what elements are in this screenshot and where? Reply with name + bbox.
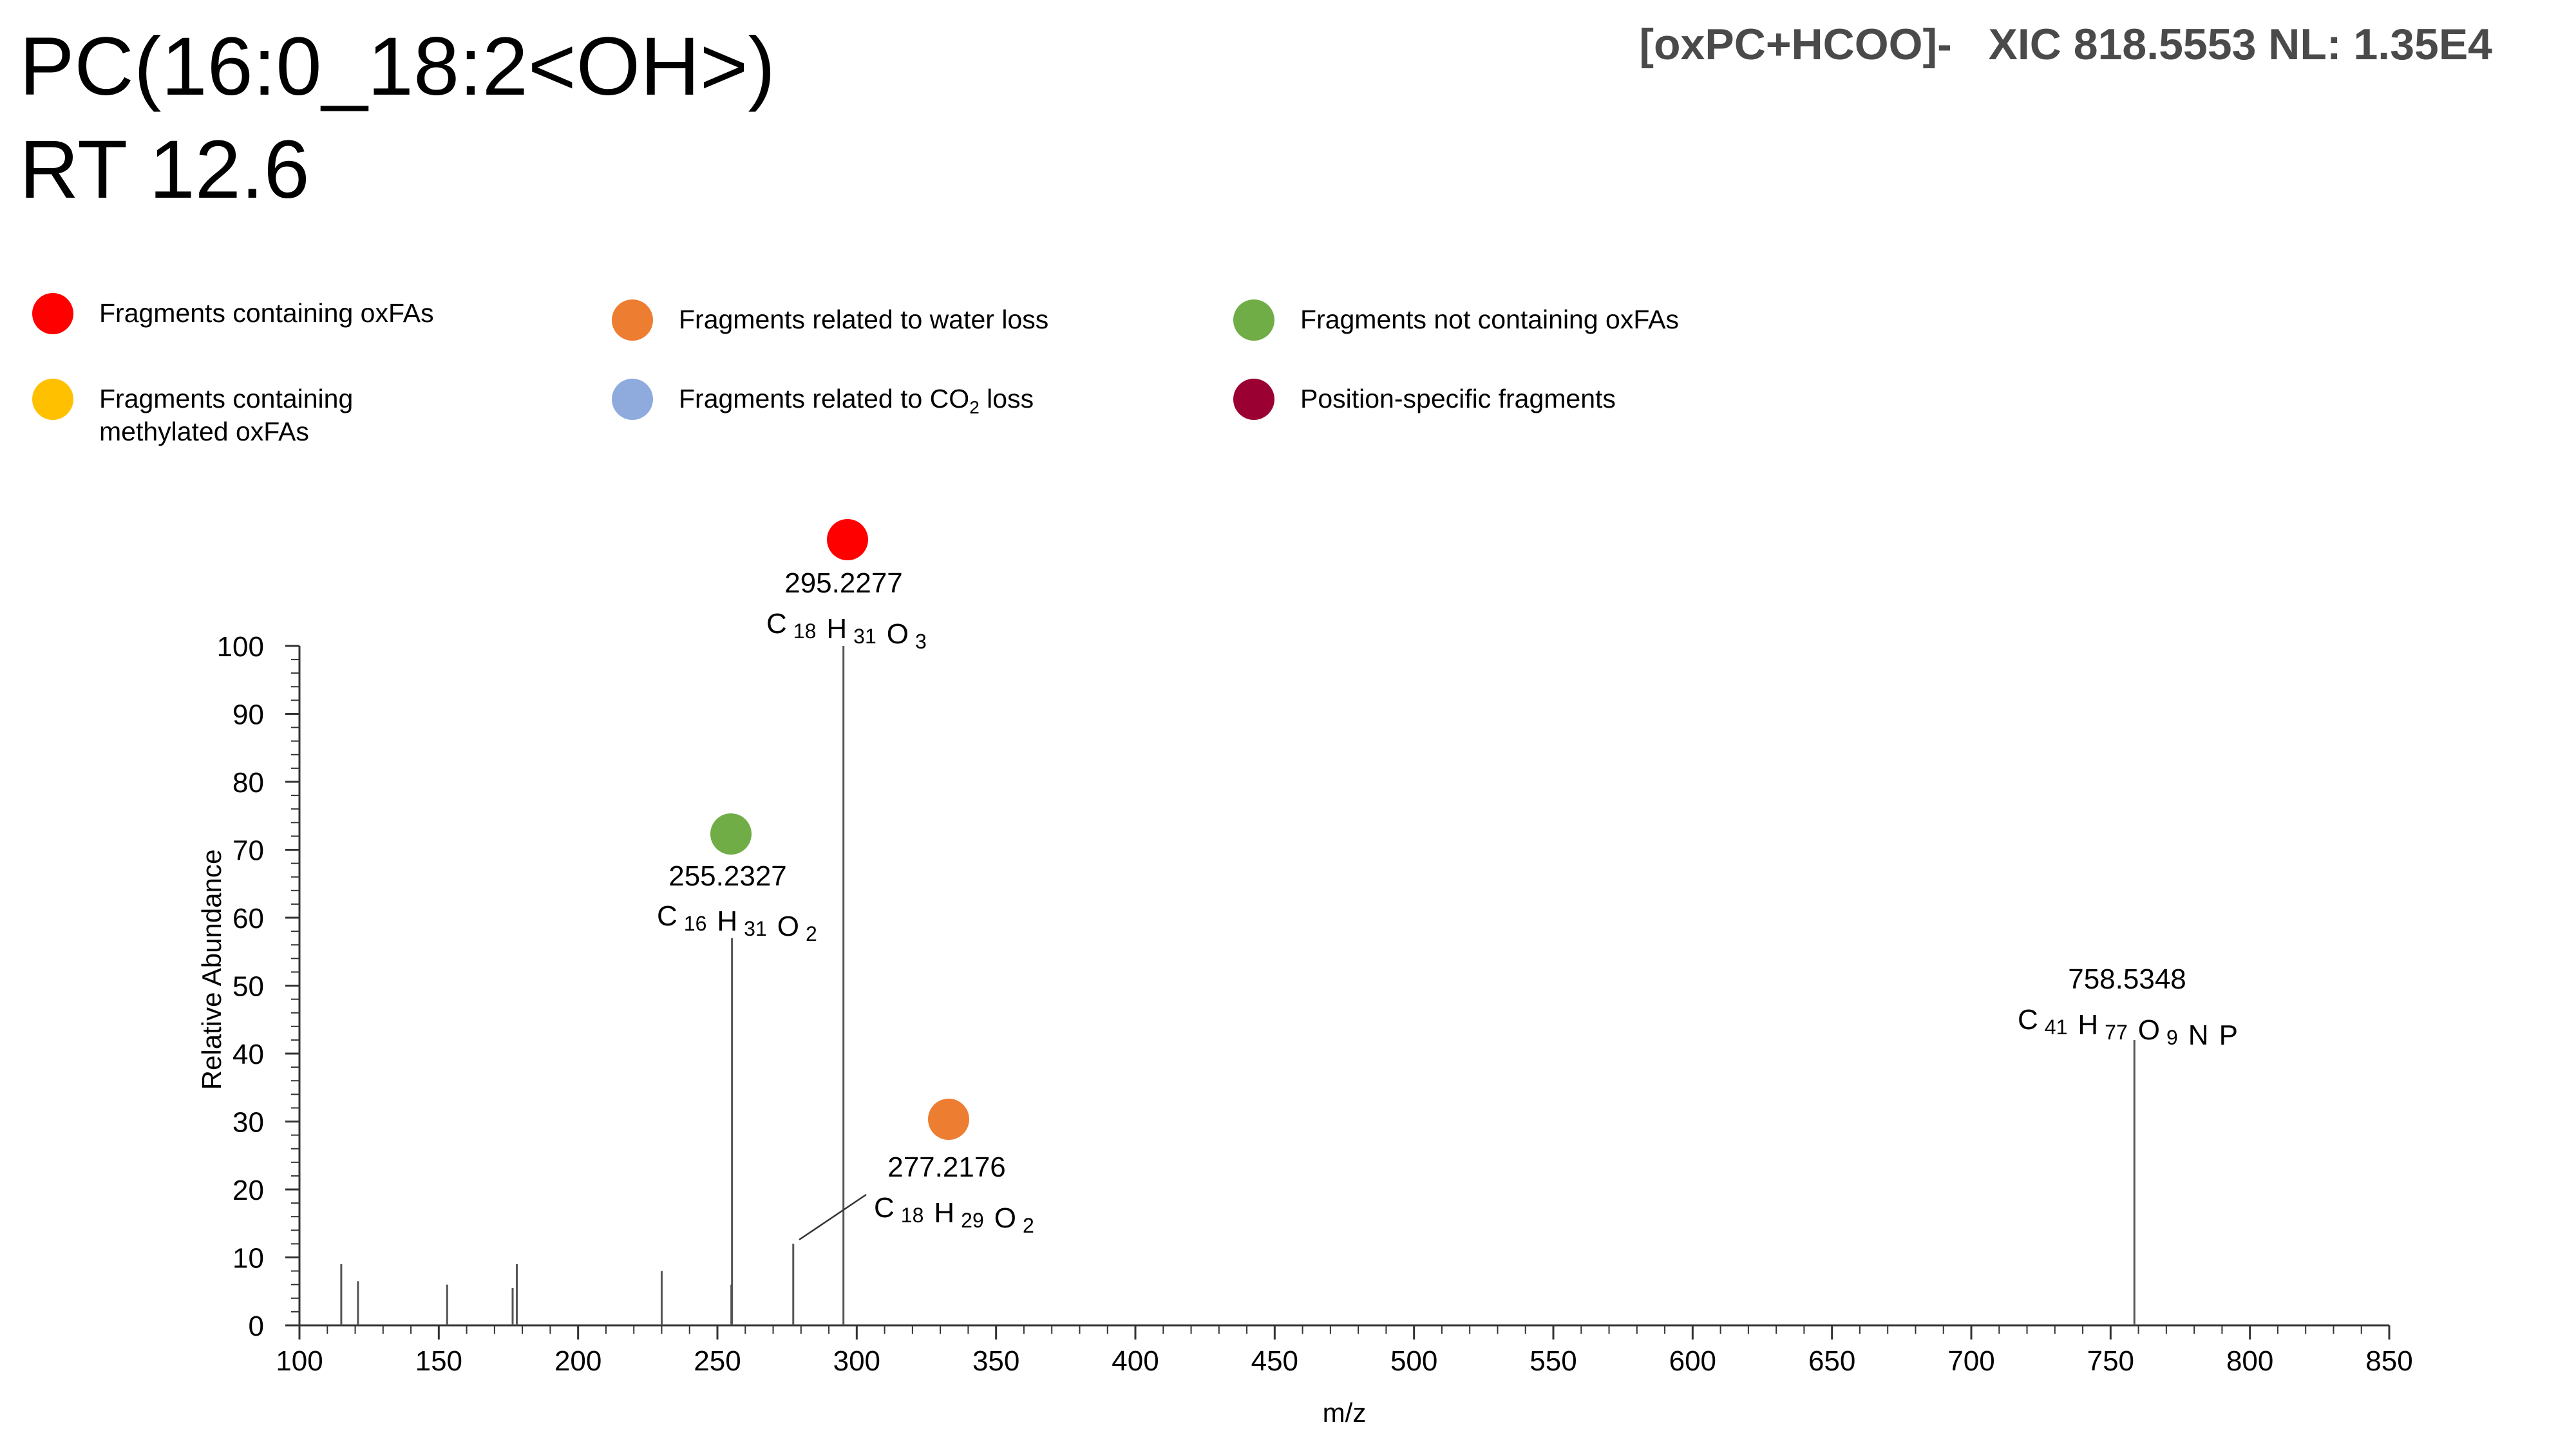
- peak-formula-label: C 16 H 31 O 2: [657, 900, 817, 945]
- xic-value: XIC 818.5553: [1988, 20, 2257, 69]
- x-axis-label: m/z: [1323, 1397, 1367, 1428]
- orange-circle-icon: [612, 299, 653, 341]
- y-tick-label: 60: [232, 903, 264, 934]
- legend-item: Fragments not containing oxFAs: [1233, 299, 1790, 341]
- yellow-circle-icon: [32, 379, 73, 420]
- x-tick-label: 700: [1947, 1345, 1994, 1377]
- crimson-circle-icon: [1233, 379, 1274, 420]
- x-tick-label: 750: [2087, 1345, 2134, 1377]
- peak-mz-label: 758.5348: [2068, 963, 2186, 995]
- peak-formula-label: C 18 H 31 O 3: [766, 608, 927, 653]
- peak-mz-label: 295.2277: [784, 567, 903, 599]
- legend-item: Fragments related to CO2 loss: [612, 379, 1168, 420]
- x-tick-label: 150: [415, 1345, 462, 1377]
- peak-mz-label: 255.2327: [668, 860, 787, 892]
- green-circle-icon: [1233, 299, 1274, 341]
- annotation-leader-line: [799, 1193, 867, 1241]
- y-tick-label: 100: [217, 631, 264, 663]
- legend-item: Position-specific fragments: [1233, 379, 1790, 420]
- legend-label: Fragments containing oxFAs: [99, 298, 434, 328]
- x-tick-label: 300: [833, 1345, 880, 1377]
- y-tick-label: 90: [232, 699, 264, 731]
- legend-item: Fragments containing oxFAs: [32, 293, 589, 334]
- y-tick-label: 0: [249, 1311, 264, 1342]
- red-marker-icon: [827, 519, 868, 560]
- y-tick-label: 40: [232, 1039, 264, 1070]
- x-tick-label: 550: [1530, 1345, 1577, 1377]
- x-tick-label: 850: [2365, 1345, 2412, 1377]
- x-tick-label: 350: [972, 1345, 1019, 1377]
- orange-marker-icon: [928, 1099, 969, 1140]
- legend-label: Fragments related to water loss: [679, 305, 1049, 334]
- x-tick-label: 400: [1112, 1345, 1159, 1377]
- peak-mz-label: 277.2176: [887, 1151, 1006, 1183]
- peak-formula-label: C 41 H 77 O 9 N P: [2018, 1004, 2238, 1051]
- legend-item: Fragments related to water loss: [612, 299, 1168, 341]
- legend-label: Fragments related to CO2 loss: [679, 384, 1034, 417]
- x-tick-label: 800: [2226, 1345, 2273, 1377]
- y-tick-label: 10: [232, 1243, 264, 1274]
- y-tick-label: 80: [232, 767, 264, 799]
- scan-header: [oxPC+HCOO]- XIC 818.5553 NL: 1.35E4: [1639, 19, 2492, 70]
- ion-type: [oxPC+HCOO]-: [1639, 20, 1952, 69]
- y-tick-label: 20: [232, 1175, 264, 1206]
- y-tick-label: 30: [232, 1107, 264, 1139]
- x-tick-label: 650: [1808, 1345, 1855, 1377]
- red-circle-icon: [32, 293, 73, 334]
- x-tick-label: 450: [1251, 1345, 1298, 1377]
- x-tick-label: 500: [1390, 1345, 1437, 1377]
- x-tick-label: 250: [694, 1345, 741, 1377]
- retention-time: RT 12.6: [19, 124, 310, 216]
- y-axis-label: Relative Abundance: [196, 849, 227, 1090]
- x-tick-label: 600: [1669, 1345, 1716, 1377]
- legend-item: Fragments containing methylated oxFAs: [32, 379, 383, 449]
- legend-label: Fragments not containing oxFAs: [1300, 305, 1679, 334]
- normalization-level: NL: 1.35E4: [2268, 20, 2492, 69]
- compound-title: PC(16:0_18:2<OH>): [19, 21, 775, 113]
- x-tick-label: 100: [276, 1345, 323, 1377]
- legend-label: Position-specific fragments: [1300, 384, 1616, 413]
- x-tick-label: 200: [554, 1345, 601, 1377]
- green-marker-icon: [710, 813, 752, 855]
- light-blue-circle-icon: [612, 379, 653, 420]
- legend-label: Fragments containing methylated oxFAs: [99, 384, 354, 447]
- y-tick-label: 50: [232, 971, 264, 1003]
- peak-formula-label: C 18 H 29 O 2: [874, 1192, 1034, 1237]
- y-tick-label: 70: [232, 835, 264, 867]
